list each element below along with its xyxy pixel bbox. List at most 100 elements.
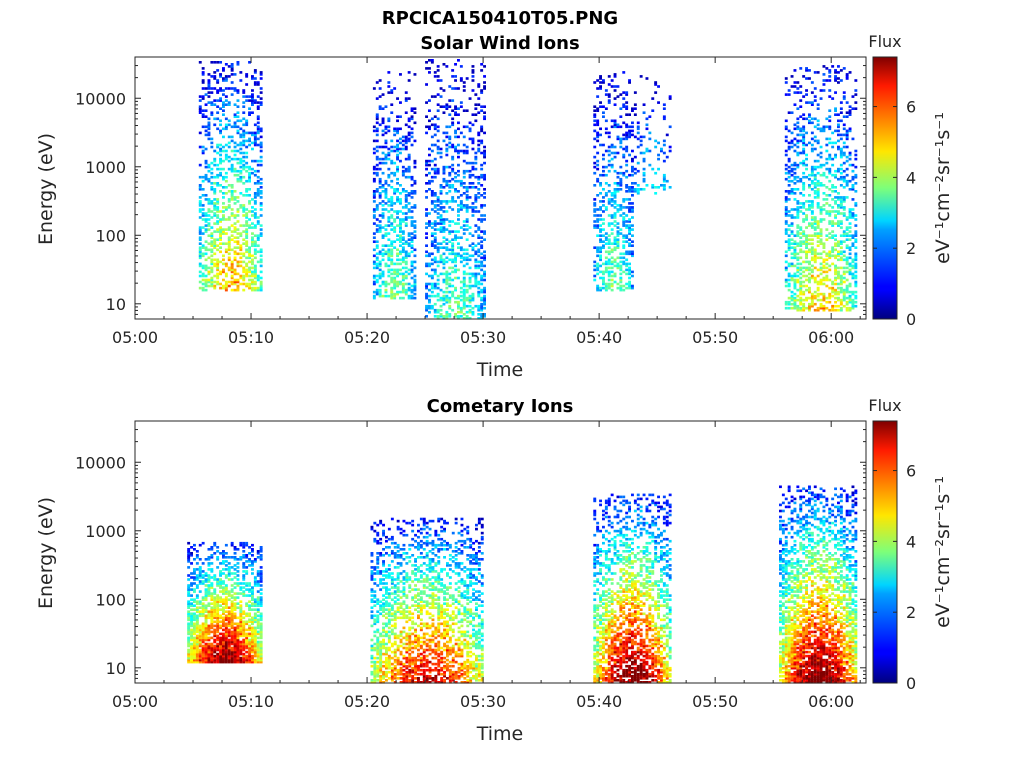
heatmap-cell — [193, 576, 196, 579]
heatmap-cell — [848, 238, 852, 241]
heatmap-cell — [593, 204, 597, 207]
heatmap-cell — [216, 79, 220, 82]
heatmap-cell — [251, 572, 254, 575]
heatmap-cell — [198, 656, 202, 660]
heatmap-cell — [210, 186, 214, 189]
heatmap-cell — [213, 240, 217, 243]
heatmap-cell — [236, 262, 240, 266]
heatmap-cell — [454, 63, 457, 66]
heatmap-cell — [613, 246, 617, 249]
heatmap-cell — [465, 248, 469, 252]
heatmap-cell — [233, 636, 237, 640]
heatmap-cell — [457, 214, 460, 217]
heatmap-cell — [468, 127, 472, 131]
heatmap-cell — [834, 248, 837, 252]
heatmap-cell — [227, 578, 231, 581]
heatmap-cell — [193, 543, 196, 547]
heatmap-cell — [222, 636, 225, 640]
heatmap-cell — [248, 632, 251, 636]
heatmap-cell — [210, 266, 214, 270]
heatmap-cell — [854, 107, 858, 110]
heatmap-cell — [410, 175, 414, 179]
heatmap-cell — [381, 117, 385, 121]
heatmap-cell — [613, 85, 617, 88]
heatmap-cell — [216, 648, 220, 652]
heatmap-cell — [219, 123, 222, 127]
heatmap-cell — [793, 280, 797, 284]
heatmap-cell — [210, 141, 214, 145]
heatmap-cell — [471, 202, 475, 205]
heatmap-cell — [198, 570, 202, 573]
heatmap-cell — [790, 242, 794, 245]
heatmap-cell — [842, 296, 846, 300]
heatmap-cell — [187, 636, 191, 640]
heatmap-cell — [219, 173, 222, 177]
heatmap-cell — [242, 634, 246, 638]
heatmap-cell — [248, 139, 251, 143]
heatmap-cell — [468, 296, 472, 300]
heatmap-cell — [834, 244, 837, 247]
heatmap-cell — [242, 632, 246, 636]
heatmap-cell — [213, 274, 217, 278]
heatmap-cell — [845, 308, 849, 312]
heatmap-cell — [242, 660, 246, 664]
heatmap-cell — [442, 278, 446, 282]
heatmap-cell — [233, 270, 237, 274]
heatmap-cell — [445, 143, 449, 147]
heatmap-cell — [602, 115, 605, 118]
heatmap-cell — [207, 654, 211, 658]
heatmap-cell — [248, 634, 251, 638]
heatmap-cell — [442, 167, 446, 171]
heatmap-cell — [607, 214, 611, 217]
heatmap-cell — [625, 226, 629, 229]
heatmap-cell — [607, 149, 611, 153]
heatmap-cell — [445, 317, 449, 320]
heatmap-cell — [222, 660, 225, 664]
heatmap-cell — [448, 224, 452, 227]
heatmap-cell — [477, 248, 481, 252]
heatmap-cell — [465, 194, 469, 197]
heatmap-cell — [259, 159, 263, 163]
heatmap-cell — [204, 608, 208, 611]
heatmap-cell — [248, 560, 251, 563]
heatmap-cell — [825, 234, 829, 237]
heatmap-cell — [457, 210, 460, 213]
heatmap-cell — [477, 266, 481, 270]
heatmap-cell — [187, 660, 191, 664]
heatmap-cell — [222, 618, 225, 622]
heatmap-cell — [448, 171, 452, 175]
heatmap-cell — [837, 113, 840, 116]
heatmap-cell — [224, 644, 228, 648]
heatmap-cell — [227, 101, 231, 104]
heatmap-cell — [474, 200, 478, 203]
heatmap-cell — [233, 628, 237, 632]
heatmap-cell — [425, 222, 428, 225]
heatmap-cell — [631, 244, 634, 247]
heatmap-cell — [251, 590, 254, 593]
heatmap-cell — [787, 244, 791, 247]
heatmap-cell — [610, 284, 614, 288]
heatmap-cell — [253, 242, 257, 245]
heatmap-cell — [219, 131, 222, 135]
heatmap-cell — [201, 640, 205, 644]
heatmap-cell — [471, 147, 475, 151]
heatmap-cell — [227, 590, 231, 593]
heatmap-cell — [230, 234, 234, 237]
heatmap-cell — [816, 286, 820, 290]
heatmap-cell — [625, 169, 629, 173]
heatmap-cell — [224, 262, 228, 266]
heatmap-cell — [793, 175, 797, 179]
heatmap-cell — [631, 234, 634, 237]
heatmap-cell — [407, 254, 411, 258]
heatmap-cell — [480, 302, 484, 306]
heatmap-cell — [607, 266, 611, 270]
heatmap-cell — [796, 107, 800, 110]
heatmap-cell — [430, 179, 434, 183]
heatmap-cell — [230, 596, 234, 599]
heatmap-cell — [822, 266, 826, 270]
heatmap-cell — [483, 296, 486, 300]
heatmap-cell — [210, 202, 214, 205]
heatmap-cell — [242, 254, 246, 258]
heatmap-cell — [227, 634, 231, 638]
heatmap-cell — [848, 71, 852, 74]
